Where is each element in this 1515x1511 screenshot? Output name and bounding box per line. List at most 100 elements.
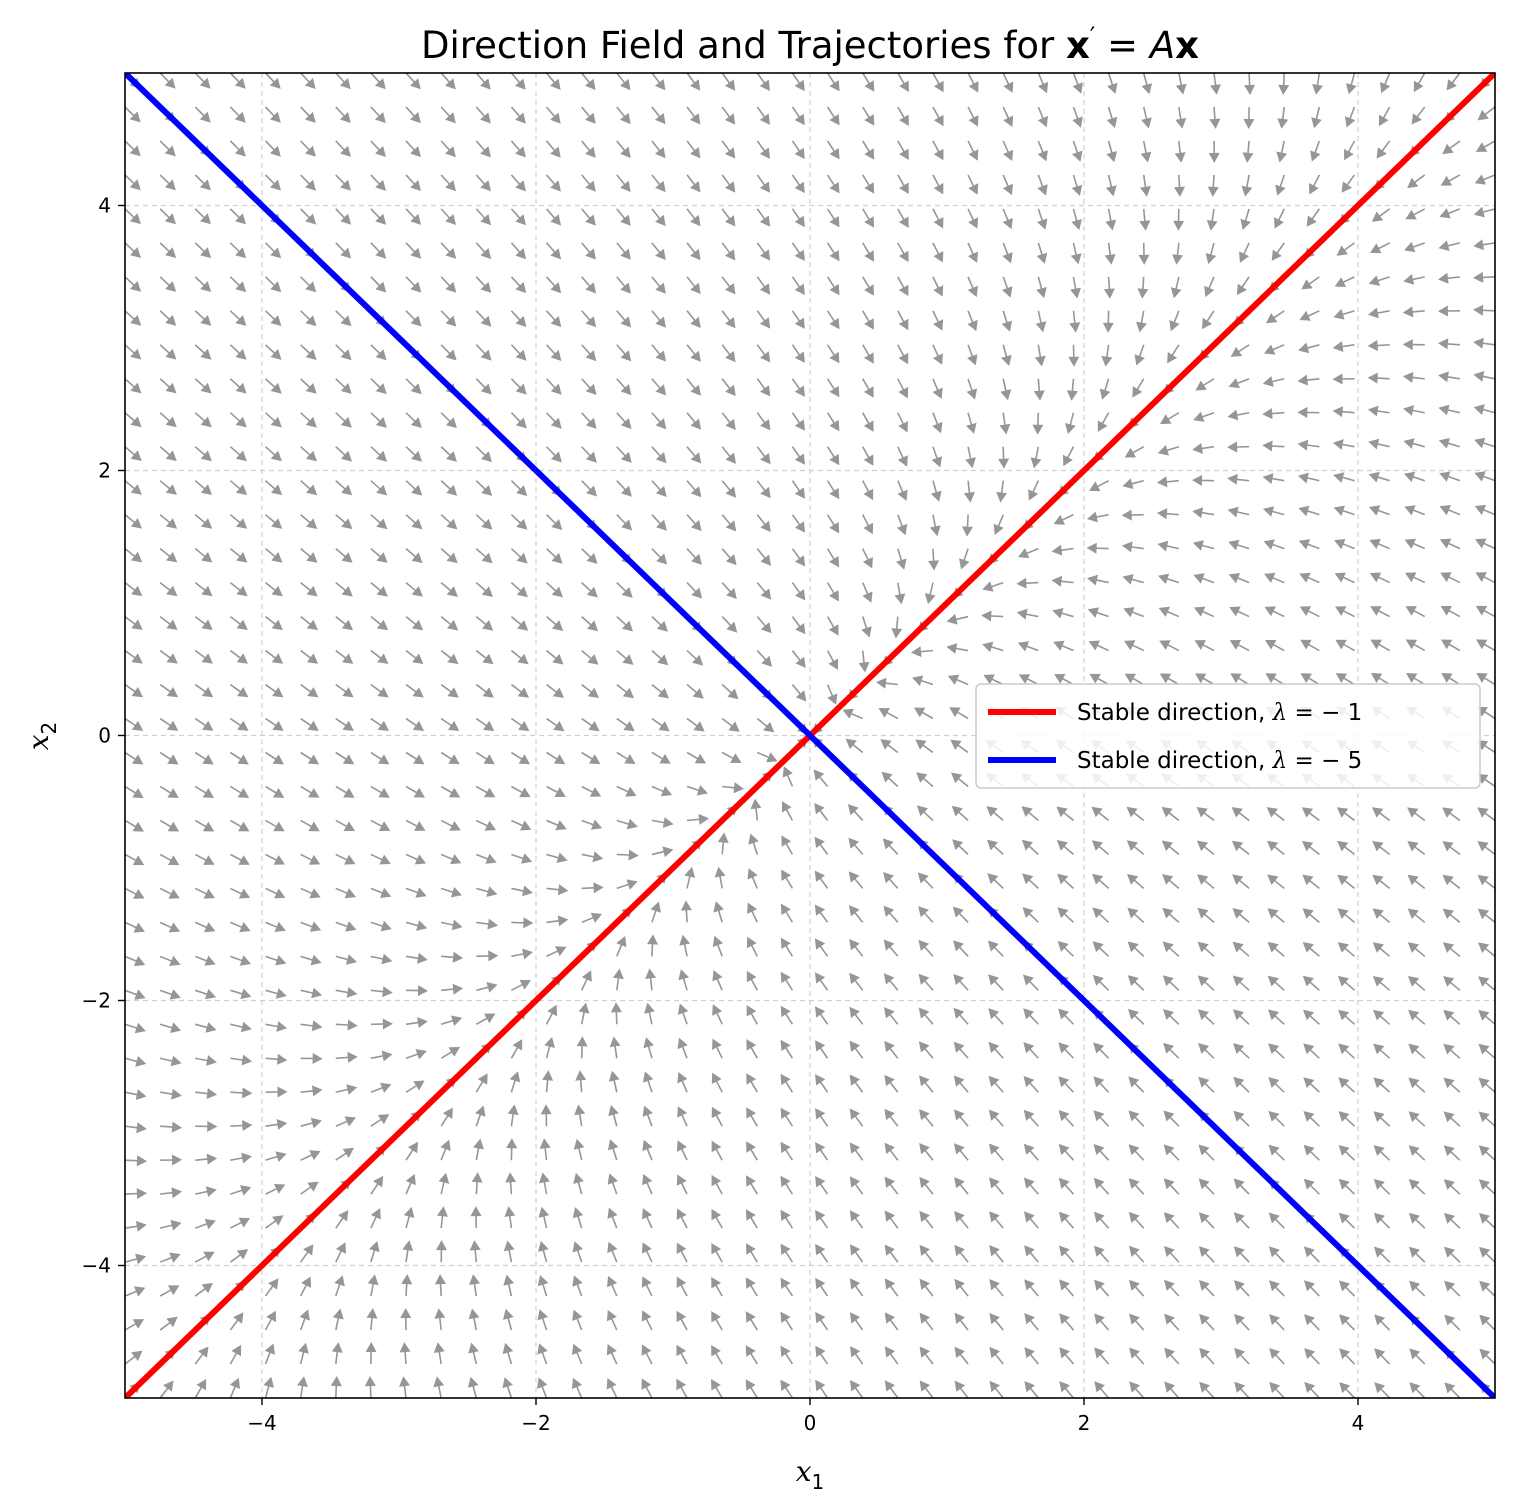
field-arrow	[230, 1087, 253, 1099]
field-arrow	[791, 582, 806, 601]
field-arrow	[475, 344, 492, 361]
field-arrow	[335, 1116, 356, 1127]
field-arrow	[1334, 276, 1355, 287]
field-arrow	[370, 819, 391, 831]
field-arrow	[572, 1241, 583, 1263]
field-arrow	[711, 1345, 723, 1365]
field-arrow	[849, 1278, 864, 1297]
field-arrow	[1106, 106, 1118, 129]
field-arrow	[1336, 242, 1355, 256]
field-arrow	[1338, 1077, 1355, 1093]
field-arrow	[475, 310, 492, 327]
field-arrow	[1156, 476, 1179, 488]
field-arrow	[1054, 674, 1074, 686]
field-arrow	[826, 412, 840, 432]
field-arrow	[721, 616, 738, 633]
field-arrow	[651, 785, 673, 797]
field-arrow	[475, 378, 492, 395]
field-arrow	[370, 1114, 390, 1127]
field-arrow	[1333, 309, 1355, 320]
field-arrow	[370, 785, 390, 798]
field-arrow	[721, 208, 736, 227]
field-arrow	[967, 208, 979, 229]
field-arrow	[1199, 1313, 1215, 1331]
field-arrow	[1372, 841, 1391, 855]
field-arrow	[1196, 840, 1215, 855]
field-arrow	[1195, 673, 1215, 686]
field-arrow	[1403, 274, 1425, 285]
field-arrow	[265, 412, 282, 428]
field-arrow	[159, 989, 181, 1000]
field-arrow	[1339, 1314, 1356, 1331]
field-arrow	[1058, 1143, 1075, 1161]
field-arrow	[686, 310, 701, 328]
field-arrow	[1476, 672, 1495, 686]
field-arrow	[510, 140, 526, 158]
field-arrow	[791, 208, 805, 228]
field-arrow	[1093, 1144, 1110, 1161]
field-arrow	[746, 1039, 758, 1059]
field-arrow	[1443, 1145, 1461, 1161]
field-arrow	[815, 1074, 829, 1093]
field-arrow	[1304, 1348, 1320, 1365]
field-arrow	[1474, 174, 1495, 185]
field-arrow	[1192, 474, 1214, 486]
field-arrow	[791, 242, 805, 261]
field-arrow	[1268, 1212, 1285, 1229]
field-arrow	[897, 310, 909, 331]
field-arrow	[440, 616, 459, 631]
field-arrow	[1227, 473, 1250, 485]
field-arrow	[229, 1312, 244, 1331]
field-arrow	[826, 650, 839, 670]
field-arrow	[265, 853, 285, 865]
field-arrow	[264, 73, 281, 89]
field-arrow	[581, 785, 602, 797]
field-arrow	[616, 446, 632, 463]
field-arrow	[265, 276, 282, 293]
series-lines	[125, 73, 1495, 1398]
field-arrow	[849, 1108, 864, 1127]
field-arrow	[572, 1309, 583, 1331]
field-arrow	[1268, 1144, 1285, 1161]
field-arrow	[194, 73, 211, 89]
field-arrow	[1404, 538, 1426, 550]
field-arrow	[1163, 1042, 1180, 1059]
field-arrow	[370, 412, 387, 428]
field-arrow	[1264, 640, 1285, 652]
field-arrow	[300, 140, 316, 157]
field-arrow	[1196, 807, 1215, 822]
field-arrow	[1072, 106, 1083, 128]
field-arrow	[1368, 438, 1390, 450]
field-arrow	[469, 1274, 480, 1297]
field-arrow	[475, 208, 492, 226]
field-arrow	[159, 1219, 182, 1231]
field-arrow	[651, 616, 668, 632]
field-arrow	[125, 446, 142, 461]
field-arrow	[300, 1053, 323, 1064]
field-arrow	[194, 1282, 213, 1297]
field-arrow	[1407, 908, 1426, 923]
field-arrow	[1406, 673, 1426, 686]
field-arrow	[434, 1308, 446, 1331]
field-arrow	[1473, 239, 1495, 251]
field-arrow	[1277, 106, 1289, 129]
field-arrow	[581, 106, 596, 124]
field-arrow	[897, 412, 908, 433]
field-arrow	[581, 378, 597, 395]
field-arrow	[229, 616, 248, 630]
field-arrow	[370, 446, 387, 462]
field-arrow	[1104, 242, 1116, 265]
field-arrow	[264, 174, 281, 191]
field-arrow	[814, 972, 829, 991]
field-arrow	[1193, 411, 1215, 422]
field-arrow	[405, 649, 424, 664]
field-arrow	[1167, 344, 1180, 364]
field-arrow	[1093, 1110, 1110, 1127]
field-arrow	[849, 1040, 864, 1059]
field-arrow	[1232, 941, 1250, 957]
field-arrow	[897, 378, 909, 399]
field-arrow	[677, 1037, 688, 1059]
field-arrow	[405, 582, 423, 597]
field-arrow	[1030, 446, 1042, 469]
field-arrow	[1373, 1178, 1391, 1195]
